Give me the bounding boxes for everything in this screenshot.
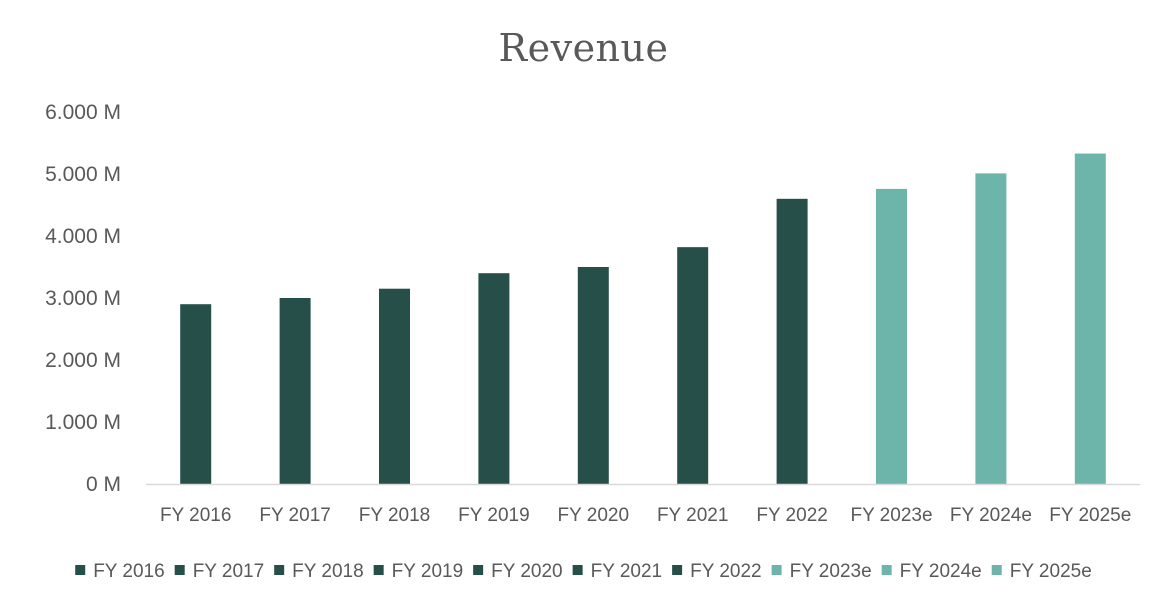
legend-swatch bbox=[881, 565, 892, 575]
legend-swatch bbox=[991, 565, 1002, 575]
legend-label: FY 2023e bbox=[790, 561, 872, 582]
bar bbox=[379, 288, 410, 484]
legend-label: FY 2017 bbox=[193, 561, 264, 582]
bar bbox=[180, 304, 212, 484]
legend-item: FY 2023e bbox=[771, 561, 872, 582]
legend-swatch bbox=[771, 565, 782, 575]
y-tick-label: 0 M bbox=[86, 473, 121, 496]
bar bbox=[1074, 153, 1106, 485]
chart-title: Revenue bbox=[498, 26, 669, 70]
legend-item: FY 2020 bbox=[473, 561, 563, 582]
x-tick-label: FY 2016 bbox=[160, 505, 231, 526]
legend-item: FY 2017 bbox=[174, 561, 264, 582]
legend-item: FY 2019 bbox=[373, 561, 463, 582]
legend-swatch bbox=[274, 565, 285, 575]
x-tick-label: FY 2022 bbox=[756, 505, 827, 526]
legend-item: FY 2021 bbox=[572, 561, 662, 582]
x-axis-labels: FY 2016 FY 2017 FY 2018 FY 2019 FY 2020 FY 20… bbox=[160, 505, 1131, 526]
legend-swatch bbox=[572, 565, 583, 575]
legend-label: FY 2019 bbox=[392, 561, 463, 582]
legend-swatch bbox=[672, 565, 683, 575]
y-tick-label: 5.000 M bbox=[45, 163, 121, 186]
bar bbox=[876, 188, 907, 484]
x-tick-label: FY 2018 bbox=[359, 505, 430, 526]
bar bbox=[279, 298, 311, 484]
x-tick-label: FY 2017 bbox=[259, 505, 330, 526]
legend-swatch bbox=[373, 565, 384, 575]
legend-item: FY 2018 bbox=[274, 561, 364, 582]
legend-item: FY 2022 bbox=[672, 561, 762, 582]
legend-item: FY 2025e bbox=[991, 561, 1092, 582]
legend-swatch bbox=[174, 565, 185, 575]
x-tick-label: FY 2020 bbox=[558, 505, 629, 526]
bar bbox=[577, 267, 609, 484]
y-tick-label: 2.000 M bbox=[45, 349, 121, 372]
legend-label: FY 2016 bbox=[93, 561, 164, 582]
legend-label: FY 2024e bbox=[900, 561, 982, 582]
legend-label: FY 2021 bbox=[591, 561, 662, 582]
y-tick-label: 3.000 M bbox=[45, 287, 121, 310]
y-tick-label: 6.000 M bbox=[45, 101, 121, 124]
bars bbox=[180, 153, 1106, 485]
legend-item: FY 2024e bbox=[881, 561, 982, 582]
x-tick-label: FY 2019 bbox=[458, 505, 529, 526]
bar bbox=[478, 273, 510, 484]
bar bbox=[776, 198, 808, 485]
legend-label: FY 2018 bbox=[292, 561, 363, 582]
y-tick-label: 4.000 M bbox=[45, 225, 121, 248]
legend-label: FY 2020 bbox=[491, 561, 562, 582]
y-tick-label: 1.000 M bbox=[45, 411, 121, 434]
y-axis-labels: 0 M 1.000 M 2.000 M 3.000 M 4.000 M 5.000 M 6.… bbox=[45, 101, 121, 496]
legend: FY 2016 FY 2017 FY 2018 FY 2019 FY 2020 FY 20… bbox=[75, 561, 1092, 582]
bar bbox=[677, 247, 709, 484]
legend-label: FY 2025e bbox=[1010, 561, 1092, 582]
x-tick-label: FY 2021 bbox=[657, 505, 728, 526]
x-tick-label: FY 2024e bbox=[950, 505, 1032, 526]
legend-label: FY 2022 bbox=[690, 561, 761, 582]
legend-item: FY 2016 bbox=[75, 561, 165, 582]
x-tick-label: FY 2023e bbox=[850, 505, 932, 526]
legend-swatch bbox=[75, 565, 86, 575]
bar bbox=[975, 173, 1007, 484]
x-tick-label: FY 2025e bbox=[1049, 505, 1131, 526]
legend-swatch bbox=[473, 565, 484, 575]
